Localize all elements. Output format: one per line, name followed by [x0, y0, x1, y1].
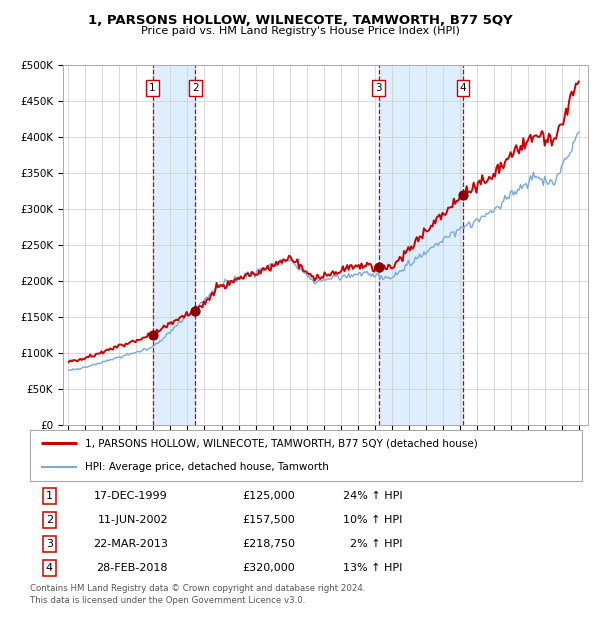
Point — [374, 262, 383, 272]
Text: 2% ↑ HPI: 2% ↑ HPI — [350, 539, 403, 549]
Text: 2: 2 — [192, 83, 199, 93]
Text: 28-FEB-2018: 28-FEB-2018 — [97, 563, 168, 573]
Text: Contains HM Land Registry data © Crown copyright and database right 2024.
This d: Contains HM Land Registry data © Crown c… — [30, 584, 365, 605]
Point — [458, 190, 468, 200]
Text: 3: 3 — [376, 83, 382, 93]
Text: £125,000: £125,000 — [242, 490, 295, 500]
Text: 24% ↑ HPI: 24% ↑ HPI — [343, 490, 403, 500]
Text: 1, PARSONS HOLLOW, WILNECOTE, TAMWORTH, B77 5QY: 1, PARSONS HOLLOW, WILNECOTE, TAMWORTH, … — [88, 14, 512, 27]
Text: 2: 2 — [46, 515, 53, 525]
Text: £218,750: £218,750 — [242, 539, 295, 549]
Text: Price paid vs. HM Land Registry's House Price Index (HPI): Price paid vs. HM Land Registry's House … — [140, 26, 460, 36]
Bar — [379, 65, 463, 425]
Text: 11-JUN-2002: 11-JUN-2002 — [97, 515, 168, 525]
Text: 22-MAR-2013: 22-MAR-2013 — [93, 539, 168, 549]
Text: £320,000: £320,000 — [242, 563, 295, 573]
Text: £157,500: £157,500 — [242, 515, 295, 525]
Text: 3: 3 — [46, 539, 53, 549]
Text: 4: 4 — [460, 83, 466, 93]
Text: 1: 1 — [149, 83, 156, 93]
Text: 13% ↑ HPI: 13% ↑ HPI — [343, 563, 403, 573]
Bar — [152, 65, 195, 425]
Point — [148, 330, 157, 340]
Point — [190, 306, 200, 316]
Text: HPI: Average price, detached house, Tamworth: HPI: Average price, detached house, Tamw… — [85, 462, 329, 472]
Text: 1, PARSONS HOLLOW, WILNECOTE, TAMWORTH, B77 5QY (detached house): 1, PARSONS HOLLOW, WILNECOTE, TAMWORTH, … — [85, 438, 478, 448]
Text: 17-DEC-1999: 17-DEC-1999 — [94, 490, 168, 500]
Text: 4: 4 — [46, 563, 53, 573]
Text: 10% ↑ HPI: 10% ↑ HPI — [343, 515, 403, 525]
Text: 1: 1 — [46, 490, 53, 500]
